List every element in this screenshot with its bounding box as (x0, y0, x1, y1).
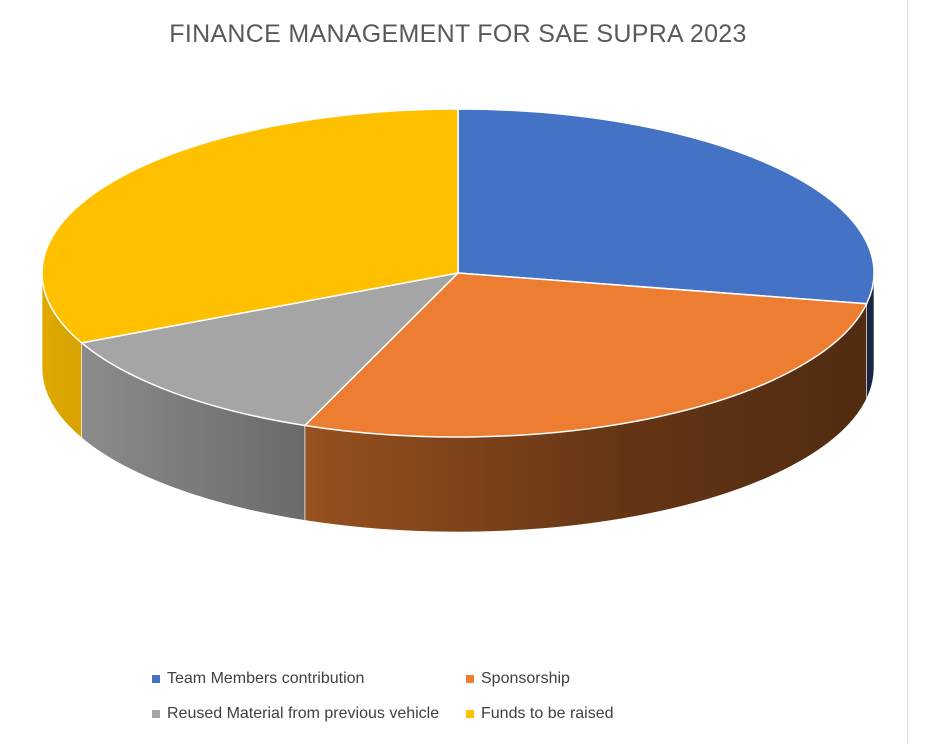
legend-item-team-members: Team Members contribution (152, 670, 364, 688)
pie-slice-team-members-contribution (457, 108, 875, 305)
chart-area: FINANCE MANAGEMENT FOR SAE SUPRA 2023 Te… (42, 0, 908, 744)
legend-label: Sponsorship (481, 670, 570, 687)
legend-item-sponsorship: Sponsorship (466, 670, 570, 688)
legend-swatch (466, 710, 474, 718)
legend-swatch (152, 675, 160, 683)
legend-swatch (152, 710, 160, 718)
legend-label: Funds to be raised (481, 705, 614, 722)
legend-item-funds-to-be-raised: Funds to be raised (466, 705, 614, 723)
legend-label: Reused Material from previous vehicle (167, 705, 440, 722)
pie-slice-sponsorship (304, 272, 868, 438)
pie-slice-reused-material-from-previous-vehicle (80, 272, 459, 427)
chart-title: FINANCE MANAGEMENT FOR SAE SUPRA 2023 (169, 20, 747, 48)
legend-swatch (466, 675, 474, 683)
pie-slice-funds-to-be-raised (41, 108, 459, 344)
legend-label: Team Members contribution (167, 670, 365, 687)
legend-item-reused-material: Reused Material from previous vehicle (152, 705, 439, 723)
